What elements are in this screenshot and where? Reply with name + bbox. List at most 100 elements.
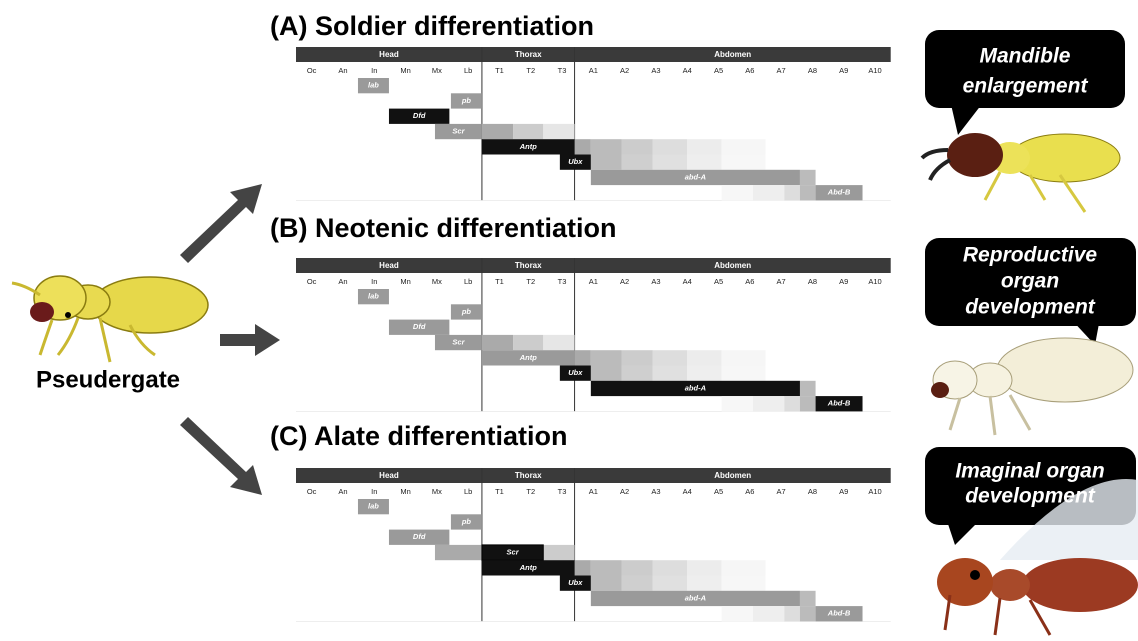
- segment-label: A2: [620, 66, 629, 75]
- expression-shade: [652, 350, 688, 366]
- segment-label: A8: [808, 66, 817, 75]
- expression-shade: [621, 350, 653, 366]
- segment-label: A4: [683, 277, 692, 286]
- segment-label: Mn: [400, 66, 410, 75]
- segment-label: Oc: [307, 277, 317, 286]
- segment-label: An: [338, 66, 347, 75]
- segment-label: Mx: [432, 277, 442, 286]
- soldier-illustration: [920, 133, 1121, 213]
- gene-label: abd-A: [685, 593, 706, 602]
- segment-label: Oc: [307, 487, 317, 496]
- expression-shade: [574, 350, 591, 366]
- segment-label: In: [371, 487, 377, 496]
- expression-bar: [481, 350, 575, 366]
- expression-shade: [621, 365, 653, 381]
- expression-bar: [357, 78, 389, 94]
- segment-label: A9: [839, 66, 848, 75]
- segment-label: A10: [868, 277, 881, 286]
- region-label: Abdomen: [714, 50, 751, 59]
- segment-label: Lb: [464, 277, 472, 286]
- segment-label: T3: [558, 277, 567, 286]
- segment-label: A1: [589, 277, 598, 286]
- segment-label: An: [338, 277, 347, 286]
- expression-shade: [574, 139, 591, 155]
- expression-shade: [621, 139, 653, 155]
- segment-label: T2: [526, 277, 535, 286]
- callout-text: enlargement: [963, 75, 1089, 98]
- segment-label: A7: [777, 66, 786, 75]
- gene-label: Scr: [452, 338, 465, 347]
- segment-label: A5: [714, 487, 723, 496]
- segment-label: T3: [558, 66, 567, 75]
- expression-shade: [652, 365, 688, 381]
- expression-bar: [450, 304, 482, 320]
- source-label: Pseudergate: [36, 366, 180, 393]
- expression-shade: [721, 350, 766, 366]
- expression-bar: [388, 319, 450, 335]
- expression-shade: [799, 606, 816, 622]
- header-bar: [296, 47, 891, 62]
- expression-shade: [799, 185, 816, 201]
- segment-label: A3: [651, 487, 660, 496]
- expression-shade: [513, 334, 544, 351]
- expression-shade: [621, 154, 653, 170]
- callout-text: development: [965, 296, 1096, 319]
- gene-label: abd-A: [685, 383, 706, 392]
- region-label: Head: [379, 261, 399, 270]
- gene-label: Dfd: [413, 322, 426, 331]
- expression-shade: [687, 560, 722, 576]
- segment-label: Lb: [464, 487, 472, 496]
- region-label: Abdomen: [714, 261, 751, 270]
- expression-shade: [799, 590, 816, 607]
- expression-shade: [752, 606, 785, 622]
- segment-label: A7: [777, 277, 786, 286]
- expression-bar: [815, 606, 863, 622]
- segment-label: T1: [495, 66, 504, 75]
- gene-label: Antp: [519, 353, 537, 362]
- expression-bar: [815, 396, 863, 412]
- expression-shade: [481, 334, 514, 351]
- gene-label: Ubx: [568, 157, 583, 166]
- segment-label: A10: [868, 487, 881, 496]
- segment-label: A2: [620, 277, 629, 286]
- segment-label: A6: [745, 277, 754, 286]
- expression-bar: [590, 169, 800, 186]
- segment-label: A10: [868, 66, 881, 75]
- expression-shade: [590, 154, 622, 170]
- segment-label: A7: [777, 487, 786, 496]
- expression-shade: [721, 560, 766, 576]
- segment-label: In: [371, 66, 377, 75]
- segment-label: T1: [495, 487, 504, 496]
- expression-shade: [543, 544, 575, 561]
- expression-shade: [621, 575, 653, 591]
- expression-shade: [590, 350, 622, 366]
- expression-shade: [721, 185, 753, 201]
- segment-label: A1: [589, 66, 598, 75]
- region-label: Thorax: [515, 261, 542, 270]
- expression-shade: [574, 560, 591, 576]
- region-label: Abdomen: [714, 471, 751, 480]
- gene-label: lab: [368, 292, 379, 301]
- panel-title: (C) Alate differentiation: [270, 421, 568, 451]
- expression-bar: [481, 560, 575, 576]
- callout-text: development: [965, 485, 1096, 508]
- segment-label: Mn: [400, 487, 410, 496]
- segment-label: T2: [526, 66, 535, 75]
- expression-shade: [434, 544, 482, 561]
- expression-bar: [450, 514, 482, 530]
- expression-shade: [721, 606, 753, 622]
- expression-bar: [388, 529, 450, 545]
- segment-label: A4: [683, 487, 692, 496]
- callout-text: Imaginal organ: [955, 460, 1104, 483]
- expression-shade: [687, 154, 722, 170]
- gene-label: Abd-B: [827, 188, 851, 197]
- segment-label: Mn: [400, 277, 410, 286]
- expression-bar: [559, 154, 591, 170]
- segment-label: Mx: [432, 487, 442, 496]
- expression-shade: [784, 185, 800, 201]
- gene-label: Abd-B: [827, 399, 851, 408]
- segment-label: A9: [839, 487, 848, 496]
- panel-title: (B) Neotenic differentiation: [270, 213, 617, 243]
- gene-label: Dfd: [413, 532, 426, 541]
- expression-shade: [652, 575, 688, 591]
